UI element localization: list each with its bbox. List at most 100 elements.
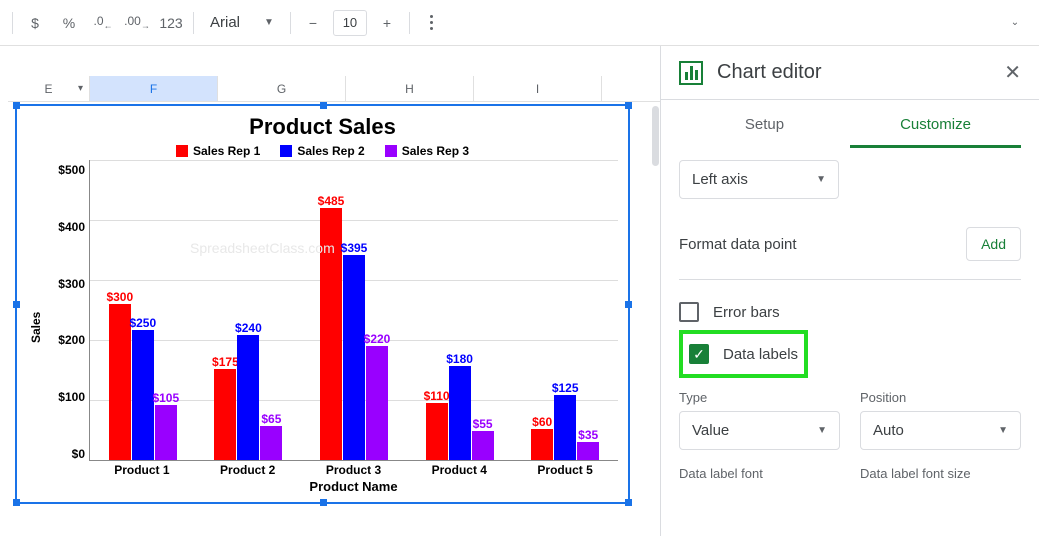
separator xyxy=(193,12,194,34)
panel-title: Chart editor xyxy=(717,61,990,84)
resize-handle[interactable] xyxy=(320,102,327,109)
position-value: Auto xyxy=(873,422,904,439)
increase-decimals-button[interactable]: .00→ xyxy=(121,7,153,39)
x-tick: Product 3 xyxy=(326,463,381,477)
bar: $240 xyxy=(237,335,259,460)
error-bars-checkbox-row[interactable]: Error bars xyxy=(679,294,1021,330)
column-header[interactable]: I xyxy=(474,76,602,101)
bar: $395 xyxy=(343,255,365,460)
y-axis-label: Sales xyxy=(27,160,45,494)
x-axis-label: Product Name xyxy=(45,479,618,494)
legend-swatch xyxy=(385,145,397,157)
data-label: $125 xyxy=(552,381,579,395)
bar-rect xyxy=(577,442,599,460)
bar-rect xyxy=(155,405,177,460)
toolbar: $ % .0← .00→ 123 Arial ▼ − + ⌄ xyxy=(0,0,1039,46)
legend-swatch xyxy=(176,145,188,157)
close-icon[interactable]: ✕ xyxy=(1004,60,1021,85)
bar: $60 xyxy=(531,429,553,460)
position-label: Position xyxy=(860,390,1021,405)
resize-handle[interactable] xyxy=(13,499,20,506)
data-label: $105 xyxy=(152,391,179,405)
scrollbar[interactable] xyxy=(652,106,659,166)
resize-handle[interactable] xyxy=(625,301,632,308)
bar-group: $175$240$65 xyxy=(214,335,282,460)
data-label: $175 xyxy=(212,355,239,369)
y-tick: $200 xyxy=(58,333,85,347)
resize-handle[interactable] xyxy=(625,499,632,506)
font-family-select[interactable]: Arial ▼ xyxy=(200,7,284,39)
more-options-button[interactable] xyxy=(416,7,448,39)
resize-handle[interactable] xyxy=(13,102,20,109)
position-select[interactable]: Auto ▼ xyxy=(860,411,1021,450)
chart-title: Product Sales xyxy=(27,114,618,140)
font-size-increase[interactable]: + xyxy=(371,7,403,39)
bar-rect xyxy=(554,395,576,460)
bar-rect xyxy=(260,426,282,460)
type-label: Type xyxy=(679,390,840,405)
chevron-down-icon: ▼ xyxy=(264,17,274,28)
column-header[interactable]: G xyxy=(218,76,346,101)
y-axis-ticks: $500$400$300$200$100$0 xyxy=(45,160,89,461)
axis-select[interactable]: Left axis ▼ xyxy=(679,160,839,199)
y-tick: $400 xyxy=(58,220,85,234)
data-label-font-label: Data label font xyxy=(679,466,840,481)
data-label: $485 xyxy=(318,194,345,208)
add-button[interactable]: Add xyxy=(966,227,1021,261)
bar-rect xyxy=(237,335,259,460)
toolbar-overflow[interactable]: ⌄ xyxy=(999,7,1031,39)
column-headers: E▾FGHI xyxy=(8,76,660,102)
data-label: $395 xyxy=(341,241,368,255)
bar: $220 xyxy=(366,346,388,460)
decrease-decimals-button[interactable]: .0← xyxy=(87,7,119,39)
currency-button[interactable]: $ xyxy=(19,7,51,39)
font-name: Arial xyxy=(210,14,240,31)
bar: $125 xyxy=(554,395,576,460)
legend-label: Sales Rep 3 xyxy=(402,144,469,158)
bar-rect xyxy=(426,403,448,460)
plot-area: SpreadsheetClass.com $300$250$105$175$24… xyxy=(89,160,618,461)
checkbox-checked-icon[interactable]: ✓ xyxy=(689,344,709,364)
resize-handle[interactable] xyxy=(625,102,632,109)
y-tick: $0 xyxy=(72,447,85,461)
percent-button[interactable]: % xyxy=(53,7,85,39)
bar-rect xyxy=(366,346,388,460)
bar-group: $300$250$105 xyxy=(109,304,177,460)
chart-object[interactable]: Product Sales Sales Rep 1Sales Rep 2Sale… xyxy=(15,104,630,504)
data-label: $250 xyxy=(129,316,156,330)
x-tick: Product 2 xyxy=(220,463,275,477)
separator xyxy=(409,12,410,34)
checkbox-unchecked-icon[interactable] xyxy=(679,302,699,322)
resize-handle[interactable] xyxy=(13,301,20,308)
column-header[interactable]: H xyxy=(346,76,474,101)
bar-rect xyxy=(132,330,154,460)
error-bars-label: Error bars xyxy=(713,304,780,321)
data-label: $180 xyxy=(446,352,473,366)
bar-groups: $300$250$105$175$240$65$485$395$220$110$… xyxy=(90,160,618,460)
chevron-down-icon: ▼ xyxy=(998,425,1008,436)
column-header[interactable]: E▾ xyxy=(8,76,90,101)
filter-icon[interactable]: ▾ xyxy=(78,83,83,94)
more-formats-button[interactable]: 123 xyxy=(155,7,187,39)
bar: $55 xyxy=(472,431,494,460)
font-size-decrease[interactable]: − xyxy=(297,7,329,39)
type-select[interactable]: Value ▼ xyxy=(679,411,840,450)
column-header[interactable]: F xyxy=(90,76,218,101)
bar: $175 xyxy=(214,369,236,460)
bar-rect xyxy=(214,369,236,460)
bar: $180 xyxy=(449,366,471,460)
data-label: $65 xyxy=(261,412,281,426)
data-label: $35 xyxy=(578,428,598,442)
spreadsheet-area: E▾FGHI Product Sales Sales Rep 1Sales Re… xyxy=(0,46,660,536)
bar-rect xyxy=(343,255,365,460)
data-label: $240 xyxy=(235,321,262,335)
y-tick: $100 xyxy=(58,390,85,404)
data-label: $220 xyxy=(364,332,391,346)
tab-setup[interactable]: Setup xyxy=(679,100,850,148)
tab-customize[interactable]: Customize xyxy=(850,100,1021,148)
resize-handle[interactable] xyxy=(320,499,327,506)
font-size-input[interactable] xyxy=(333,10,367,36)
chart-legend: Sales Rep 1Sales Rep 2Sales Rep 3 xyxy=(27,144,618,158)
data-labels-checkbox-row[interactable]: ✓ Data labels xyxy=(689,336,798,372)
x-tick: Product 5 xyxy=(537,463,592,477)
